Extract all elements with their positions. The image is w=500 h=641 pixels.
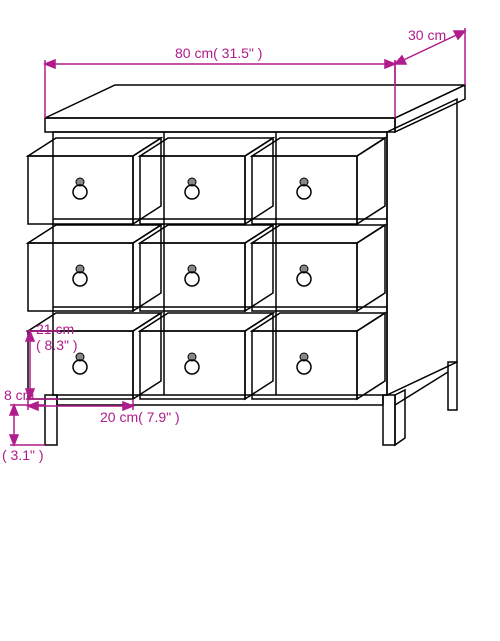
- drawer: [28, 138, 161, 224]
- drawer-grid: [28, 138, 385, 399]
- drawer: [140, 313, 273, 399]
- drawer: [28, 225, 161, 311]
- dim-leg-height-label: 8 cm: [4, 387, 34, 403]
- furniture-dimension-diagram: 80 cm( 31.5" ) 30 cm 21 cm ( 8.3" ) 20 c…: [0, 0, 500, 641]
- drawer: [140, 138, 273, 224]
- drawer: [140, 225, 273, 311]
- dim-depth-label: 30 cm: [408, 27, 446, 43]
- drawer: [252, 313, 385, 399]
- dim-drawer-width-label: 20 cm( 7.9" ): [100, 409, 180, 425]
- dim-leg-height-imp: ( 3.1" ): [2, 447, 44, 463]
- drawer: [252, 138, 385, 224]
- dimension-labels: 80 cm( 31.5" ) 30 cm 21 cm ( 8.3" ) 20 c…: [2, 27, 446, 463]
- drawer: [252, 225, 385, 311]
- dim-drawer-height-label: 21 cm: [36, 321, 74, 337]
- dim-drawer-height-imp: ( 8.3" ): [36, 337, 78, 353]
- dim-width-label: 80 cm( 31.5" ): [175, 45, 262, 61]
